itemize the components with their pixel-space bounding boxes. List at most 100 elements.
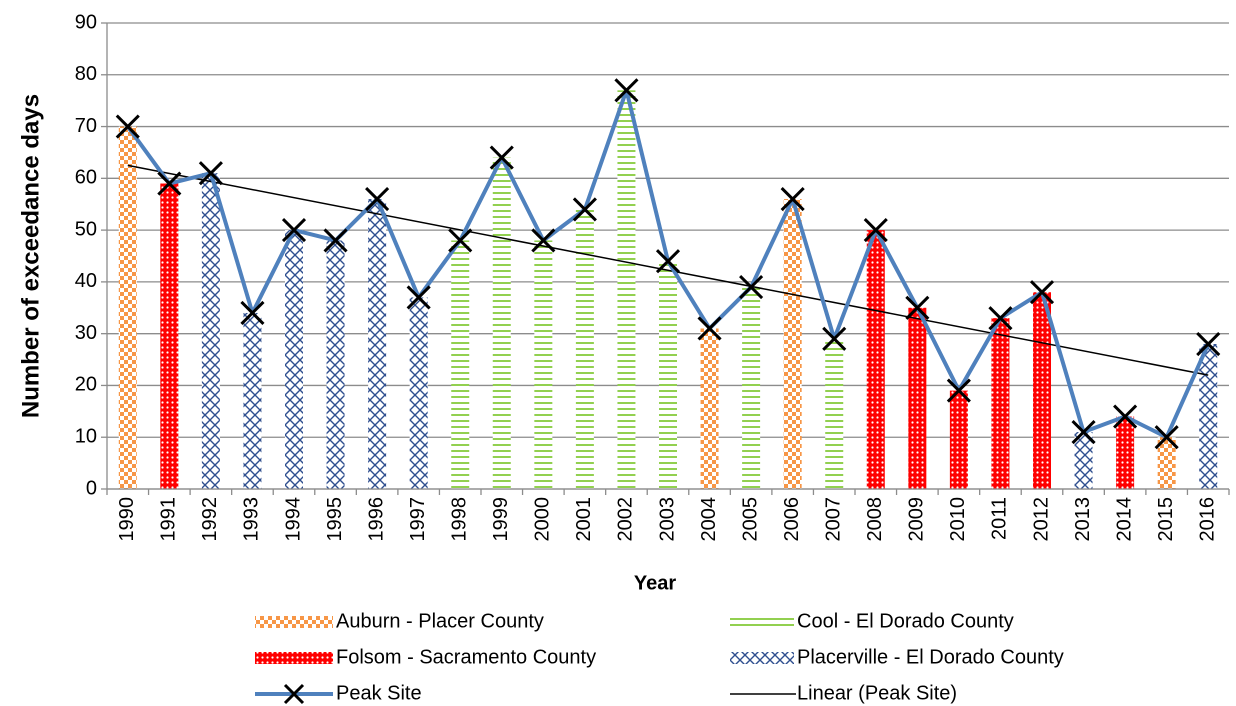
peak-marker: [365, 186, 390, 212]
peak-marker: [1071, 419, 1096, 445]
peak-marker: [655, 249, 681, 274]
x-tick-label: 1998: [449, 497, 471, 542]
x-tick-label: 2016: [1197, 497, 1219, 542]
bar: [243, 312, 262, 489]
peak-marker: [1029, 280, 1055, 305]
peak-marker: [572, 197, 597, 222]
legend-label: Auburn - Placer County: [336, 610, 544, 632]
peak-marker: [988, 306, 1013, 331]
x-tick-label: 2011: [989, 497, 1011, 540]
x-tick-label: 1996: [365, 497, 387, 542]
y-tick-label: 80: [75, 63, 97, 85]
legend-label: Placerville - El Dorado County: [797, 646, 1064, 668]
bar: [160, 183, 179, 489]
x-tick-label: 2003: [656, 497, 678, 542]
x-tick-label: 2013: [1072, 497, 1094, 542]
x-tick-label: 2009: [906, 497, 928, 542]
bar: [492, 157, 511, 489]
y-tick-label: 90: [75, 11, 97, 33]
x-tick-label: 2005: [739, 497, 761, 542]
peak-marker: [739, 275, 764, 300]
legend-label: Peak Site: [336, 682, 422, 704]
peak-marker: [406, 285, 431, 310]
legend-label: Linear (Peak Site): [797, 682, 957, 704]
peak-marker: [614, 78, 639, 103]
x-tick-label: 2012: [1030, 497, 1052, 542]
bar: [991, 318, 1010, 489]
y-axis-title: Number of exceedance days: [17, 94, 44, 418]
x-tick-label: 2004: [698, 497, 720, 542]
bar: [1157, 437, 1176, 489]
bar: [451, 240, 470, 489]
legend-marker: [283, 683, 305, 705]
legend-swatch: [730, 652, 794, 664]
peak-marker: [281, 218, 307, 243]
peak-marker: [822, 326, 847, 351]
y-tick-label: 40: [75, 270, 97, 292]
x-tick-label: 2006: [781, 497, 803, 542]
bar: [1074, 432, 1093, 489]
peak-marker: [946, 378, 971, 403]
x-tick-label: 1993: [241, 497, 263, 542]
x-tick-label: 2015: [1155, 497, 1177, 542]
bar: [285, 230, 303, 489]
y-tick-label: 20: [75, 374, 97, 396]
y-tick-label: 10: [75, 426, 97, 448]
bar: [617, 90, 636, 490]
peak-marker: [198, 161, 223, 186]
bar: [409, 297, 428, 489]
peak-marker: [697, 316, 722, 341]
peak-marker: [1196, 331, 1221, 357]
bar: [534, 240, 553, 489]
bar: [700, 328, 719, 489]
y-tick-label: 0: [86, 477, 97, 499]
bar: [575, 209, 594, 489]
x-tick-label: 1995: [324, 497, 346, 542]
bar: [368, 199, 387, 490]
bar: [1199, 344, 1218, 489]
x-tick-label: 1994: [282, 497, 304, 542]
x-tick-label: 2007: [823, 497, 845, 542]
bar: [908, 307, 927, 489]
bar: [866, 230, 885, 489]
peak-marker: [323, 228, 348, 253]
bar: [783, 199, 802, 490]
y-tick-label: 30: [75, 322, 97, 344]
peak-marker: [531, 228, 556, 253]
x-tick-label: 1997: [407, 497, 429, 542]
legend-label: Folsom - Sacramento County: [336, 646, 596, 668]
y-tick-label: 70: [75, 115, 97, 137]
peak-marker: [1113, 404, 1138, 429]
peak-marker: [489, 145, 514, 170]
peak-marker: [157, 171, 182, 196]
bar: [1116, 416, 1135, 489]
x-tick-label: 1999: [490, 497, 512, 542]
bar: [1033, 292, 1051, 489]
x-tick-label: 2001: [573, 497, 595, 542]
y-tick-label: 60: [75, 167, 97, 189]
trend-line: [127, 164, 1209, 376]
x-tick-label: 1991: [158, 497, 180, 542]
legend-swatch: [730, 616, 794, 628]
legend-label: Cool - El Dorado County: [797, 610, 1014, 632]
bar: [659, 261, 677, 489]
peak-marker: [240, 300, 265, 326]
bar: [742, 287, 761, 489]
bar: [201, 173, 220, 489]
peak-marker: [115, 114, 140, 139]
bar: [949, 390, 968, 489]
x-tick-label: 2008: [864, 497, 886, 542]
bar: [825, 338, 844, 489]
peak-marker: [448, 228, 473, 253]
legend-swatch: [255, 652, 333, 664]
x-tick-label: 1992: [199, 497, 221, 542]
bar: [326, 240, 345, 489]
peak-marker: [863, 218, 888, 243]
x-tick-label: 2010: [947, 497, 969, 542]
peak-marker: [1154, 425, 1179, 450]
x-axis-title: Year: [634, 572, 676, 594]
x-tick-label: 2000: [532, 497, 554, 542]
peak-marker: [780, 186, 805, 212]
bar: [118, 126, 137, 490]
